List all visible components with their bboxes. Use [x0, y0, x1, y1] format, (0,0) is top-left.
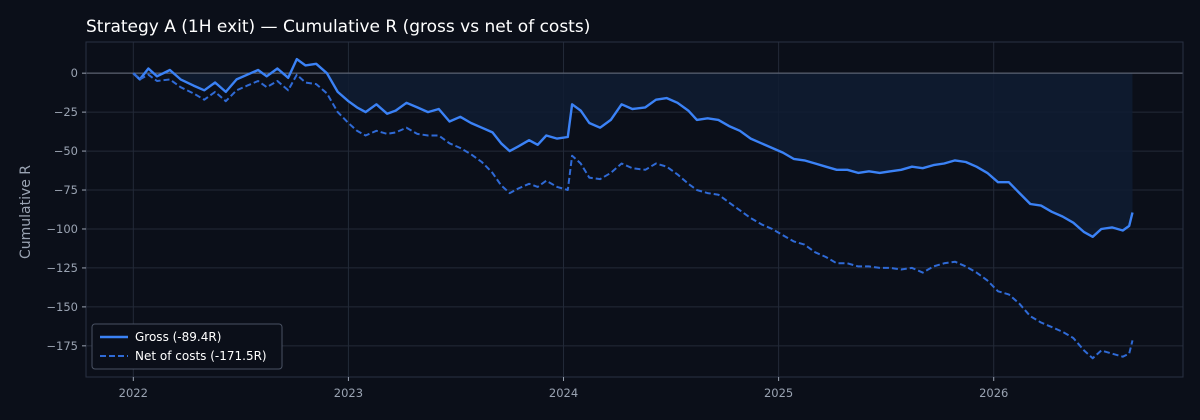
x-tick-label: 2023 — [334, 386, 363, 400]
x-tick-label: 2024 — [549, 386, 578, 400]
series-line-net — [132, 72, 1134, 360]
y-tick-label: −50 — [54, 144, 78, 158]
y-tick-label: 0 — [71, 66, 78, 80]
legend-label-gross: Gross (-89.4R) — [135, 330, 221, 344]
plot-area: 0 −25 −50 −75 −100 −125 −150 −175 2022 2023 2024 20… — [46, 41, 1184, 400]
plot-frame — [85, 41, 1184, 378]
y-tick-label: −75 — [54, 183, 78, 197]
series-line-gross — [132, 57, 1134, 238]
legend-label-net: Net of costs (-171.5R) — [135, 349, 267, 363]
y-axis-label: Cumulative R — [18, 165, 34, 259]
y-tick-label: −150 — [46, 300, 78, 314]
legend: Gross (-89.4R) Net of costs (-171.5R) — [91, 323, 283, 370]
y-tick-label: −175 — [46, 339, 78, 353]
gross-drawdown-fill — [133, 73, 1133, 237]
y-tick-label: −100 — [46, 222, 78, 236]
x-tick-label: 2026 — [979, 386, 1008, 400]
x-tick-label: 2022 — [119, 386, 148, 400]
y-tick-label: −25 — [54, 105, 78, 119]
chart-title: Strategy A (1H exit) — Cumulative R (gro… — [86, 17, 590, 37]
x-tick-label: 2025 — [764, 386, 793, 400]
legend-box — [91, 323, 283, 370]
y-tick-label: −125 — [46, 261, 78, 275]
